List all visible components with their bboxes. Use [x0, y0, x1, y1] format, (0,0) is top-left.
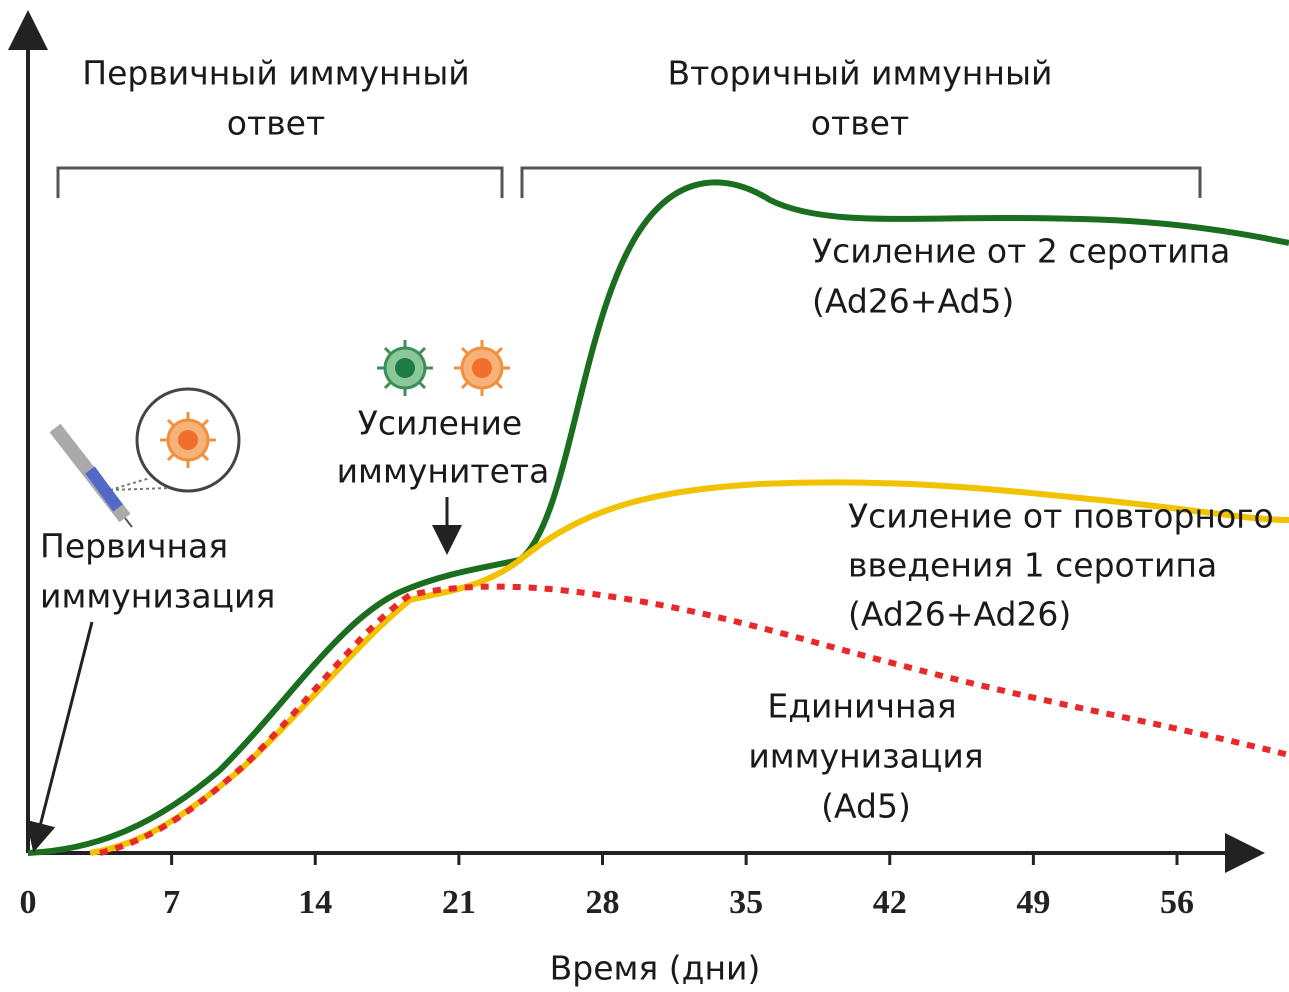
curve-label: иммунизация	[748, 737, 983, 776]
event-label: Усиление	[358, 404, 522, 443]
curve-repeat-serotype	[90, 482, 1289, 853]
curve-label: Усиление от 2 серотипа	[812, 232, 1230, 271]
x-tick-label: 49	[1016, 884, 1050, 921]
event-label: Первичная	[40, 527, 228, 566]
phase-label: Первичный иммунный	[82, 54, 469, 93]
arrow	[37, 622, 92, 838]
curve-label: (Ad26+Ad26)	[848, 595, 1071, 634]
x-tick-label: 7	[163, 884, 180, 921]
curve-label: (Ad5)	[821, 787, 911, 826]
curve-label: введения 1 серотипа	[848, 546, 1217, 585]
x-tick-label: 21	[442, 884, 476, 921]
curve-single	[100, 587, 1289, 853]
phase-label: ответ	[227, 104, 325, 143]
x-tick-label: 56	[1160, 884, 1194, 921]
x-tick-label: 14	[298, 884, 332, 921]
event-label: иммунизация	[40, 577, 275, 616]
x-tick-label: 28	[586, 884, 620, 921]
x-tick-label: 0	[20, 884, 37, 921]
bracket	[58, 168, 502, 198]
virus-icon	[454, 340, 510, 396]
diagram: Первичный иммунный ответ Вторичный иммун…	[0, 0, 1289, 992]
curve-label: Усиление от повторного	[848, 497, 1274, 536]
event-label: иммунитета	[337, 452, 550, 491]
curve-label: Единичная	[767, 687, 956, 726]
bracket	[522, 168, 1200, 198]
x-tick-label: 35	[729, 884, 763, 921]
x-axis-title: Время (дни)	[550, 949, 761, 988]
curve-label: (Ad26+Ad5)	[812, 282, 1014, 321]
virus-icon	[377, 340, 433, 396]
virus-icon	[160, 412, 216, 468]
phase-label: ответ	[811, 104, 909, 143]
x-tick-label: 42	[873, 884, 907, 921]
syringe	[55, 428, 132, 527]
phase-label: Вторичный иммунный	[668, 54, 1053, 93]
